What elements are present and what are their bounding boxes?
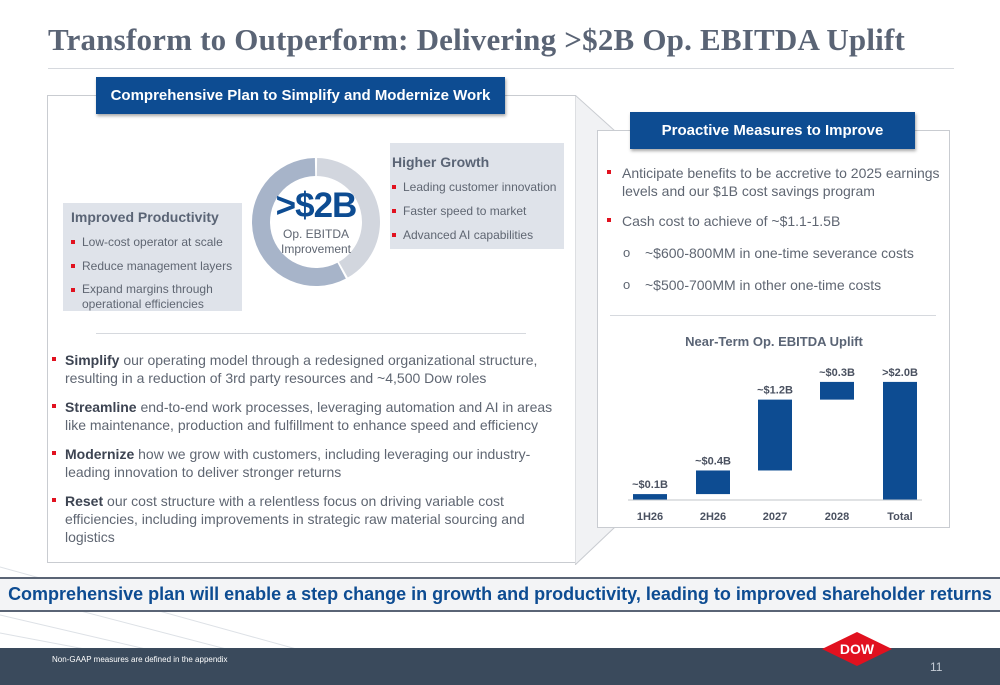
chart-bar <box>820 381 854 400</box>
chart-x-tick-label: 1H26 <box>637 511 663 523</box>
chart-data-label: ~$0.3B <box>819 367 855 379</box>
donut-value: >$2B <box>275 186 358 225</box>
donut-segment-productivity <box>252 158 346 286</box>
page-number: 11 <box>930 660 943 674</box>
footnote: Non-GAAP measures are defined in the app… <box>52 655 228 664</box>
chart-x-tick-label: 2027 <box>763 511 787 523</box>
chart-x-tick-label: 2028 <box>825 511 849 523</box>
initiative-item: Modernize how we grow with customers, in… <box>52 445 572 481</box>
donut-segment-growth <box>316 158 380 278</box>
initiative-item: Reset our cost structure with a relentle… <box>52 492 572 546</box>
conclusion-text: Comprehensive plan will enable a step ch… <box>8 584 992 604</box>
productivity-item: Reduce management layers <box>71 258 242 274</box>
left-panel-header: Comprehensive Plan to Simplify and Moder… <box>96 77 505 114</box>
chart-data-label: ~$0.4B <box>695 455 731 467</box>
earnings-subbullet: ~$500-700MM in other one-time costs <box>623 276 943 294</box>
right-divider <box>610 315 936 316</box>
chart-bar <box>758 399 792 471</box>
ebitda-donut-chart <box>252 158 380 286</box>
chart-data-label: ~$0.1B <box>632 479 668 491</box>
chart-data-label: ~$1.2B <box>757 385 793 397</box>
svg-text:DOW: DOW <box>840 641 875 657</box>
earnings-bullet: Cash cost to achieve of ~$1.1-1.5B <box>607 212 942 230</box>
growth-card: Higher Growth Leading customer innovatio… <box>390 143 564 249</box>
earnings-subbullet: ~$600-800MM in one-time severance costs <box>623 244 943 262</box>
productivity-title: Improved Productivity <box>71 209 219 225</box>
chart-x-tick-label: 2H26 <box>700 511 726 523</box>
chart-bar <box>883 381 917 500</box>
chart-data-label: >$2.0B <box>882 367 918 379</box>
growth-item: Faster speed to market <box>392 203 564 219</box>
donut-label: Op. EBITDA Improvement <box>252 227 380 257</box>
growth-item: Advanced AI capabilities <box>392 227 564 243</box>
chart-title: Near-Term Op. EBITDA Uplift <box>685 334 863 349</box>
title-divider <box>48 68 954 69</box>
right-panel-header: Proactive Measures to Improve Earnings <box>630 112 915 176</box>
conclusion-band <box>0 577 1000 612</box>
chart-bar <box>696 470 730 495</box>
earnings-bullet: Anticipate benefits to be accretive to 2… <box>607 164 942 200</box>
chart-bar <box>633 494 667 500</box>
initiative-list: Simplify our operating model through a r… <box>52 351 572 557</box>
dow-logo: DOW <box>822 632 892 666</box>
page-title: Transform to Outperform: Delivering >$2B… <box>48 22 906 57</box>
productivity-item: Low-cost operator at scale <box>71 234 242 250</box>
initiative-item: Simplify our operating model through a r… <box>52 351 572 387</box>
growth-title: Higher Growth <box>392 154 490 170</box>
left-divider <box>96 333 526 334</box>
initiative-item: Streamline end-to-end work processes, le… <box>52 398 572 434</box>
productivity-item: Expand margins through operational effic… <box>71 282 242 312</box>
ebitda-uplift-chart: Near-Term Op. EBITDA Uplift ~$0.1B 1H26 ~$0… <box>628 334 922 523</box>
productivity-card: Improved Productivity Low-cost operator … <box>63 203 242 311</box>
growth-item: Leading customer innovation <box>392 179 564 195</box>
chart-x-tick-label: Total <box>887 511 912 523</box>
donut-label-line2: Improvement <box>280 242 352 256</box>
donut-label-line1: Op. EBITDA <box>282 227 350 241</box>
